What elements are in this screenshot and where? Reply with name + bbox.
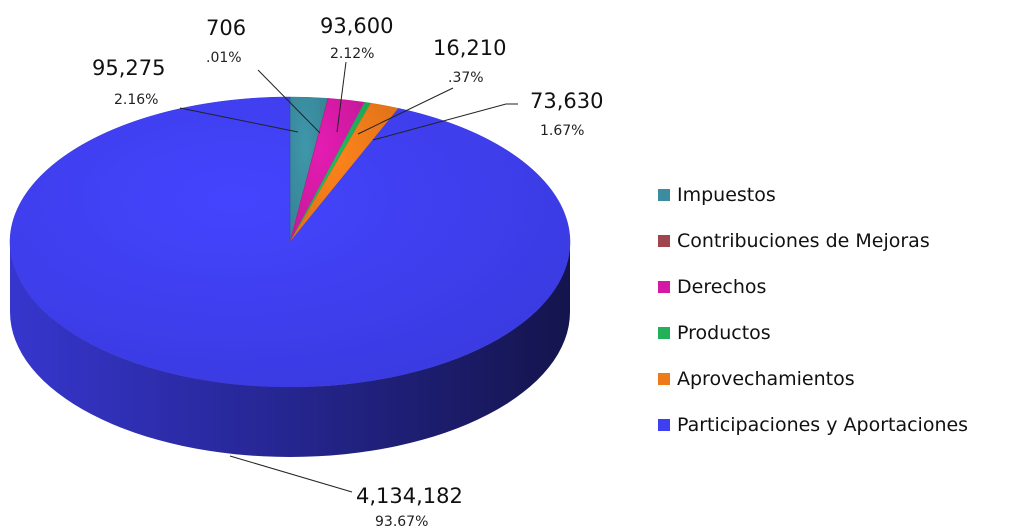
legend-item-productos: Productos bbox=[658, 310, 968, 356]
percent-label-participaciones: 93.67% bbox=[375, 514, 428, 529]
leader-line-derechos bbox=[336, 61, 347, 133]
legend-swatch bbox=[658, 327, 670, 339]
legend-item-contribuciones: Contribuciones de Mejoras bbox=[658, 218, 968, 264]
value-label-productos: 16,210 bbox=[433, 36, 506, 60]
leader-line-productos bbox=[357, 87, 454, 135]
leader-lines bbox=[179, 61, 518, 493]
percent-label-aprovechamientos: 1.67% bbox=[540, 123, 584, 139]
legend-swatch bbox=[658, 373, 670, 385]
leader-line-participaciones bbox=[229, 455, 353, 493]
legend-swatch bbox=[658, 281, 670, 293]
percent-label-contribuciones: .01% bbox=[206, 50, 242, 66]
legend-swatch bbox=[658, 419, 670, 431]
legend-item-impuestos: Impuestos bbox=[658, 172, 968, 218]
legend-item-derechos: Derechos bbox=[658, 264, 968, 310]
pie-sides bbox=[10, 242, 570, 457]
data-labels: 95,275 2.16% 706 .01% 93,600 2.12% 16,21… bbox=[92, 14, 603, 529]
leader-line-impuestos bbox=[179, 107, 299, 133]
legend-swatch bbox=[658, 189, 670, 201]
legend-item-participaciones: Participaciones y Aportaciones bbox=[658, 402, 968, 448]
legend-label: Aprovechamientos bbox=[677, 368, 855, 390]
pie-slice-participaciones bbox=[9, 96, 571, 388]
legend-label: Contribuciones de Mejoras bbox=[677, 230, 930, 252]
value-label-participaciones: 4,134,182 bbox=[356, 484, 463, 508]
leader-line-aprovechamientos bbox=[372, 103, 518, 141]
pie-top bbox=[9, 96, 571, 388]
value-label-contribuciones: 706 bbox=[206, 16, 246, 40]
percent-label-productos: .37% bbox=[448, 70, 484, 86]
value-label-derechos: 93,600 bbox=[320, 14, 393, 38]
legend-label: Impuestos bbox=[677, 184, 776, 206]
percent-label-derechos: 2.12% bbox=[330, 46, 374, 62]
legend-swatch bbox=[658, 235, 670, 247]
leader-line-contribuciones bbox=[257, 69, 321, 134]
legend-label: Derechos bbox=[677, 276, 767, 298]
chart-legend: Impuestos Contribuciones de Mejoras Dere… bbox=[658, 172, 968, 448]
percent-label-impuestos: 2.16% bbox=[114, 92, 158, 108]
legend-item-aprovechamientos: Aprovechamientos bbox=[658, 356, 968, 402]
pie-side-participaciones bbox=[10, 242, 570, 457]
value-label-impuestos: 95,275 bbox=[92, 56, 165, 80]
value-label-aprovechamientos: 73,630 bbox=[530, 89, 603, 113]
legend-label: Productos bbox=[677, 322, 771, 344]
legend-label: Participaciones y Aportaciones bbox=[677, 414, 969, 436]
